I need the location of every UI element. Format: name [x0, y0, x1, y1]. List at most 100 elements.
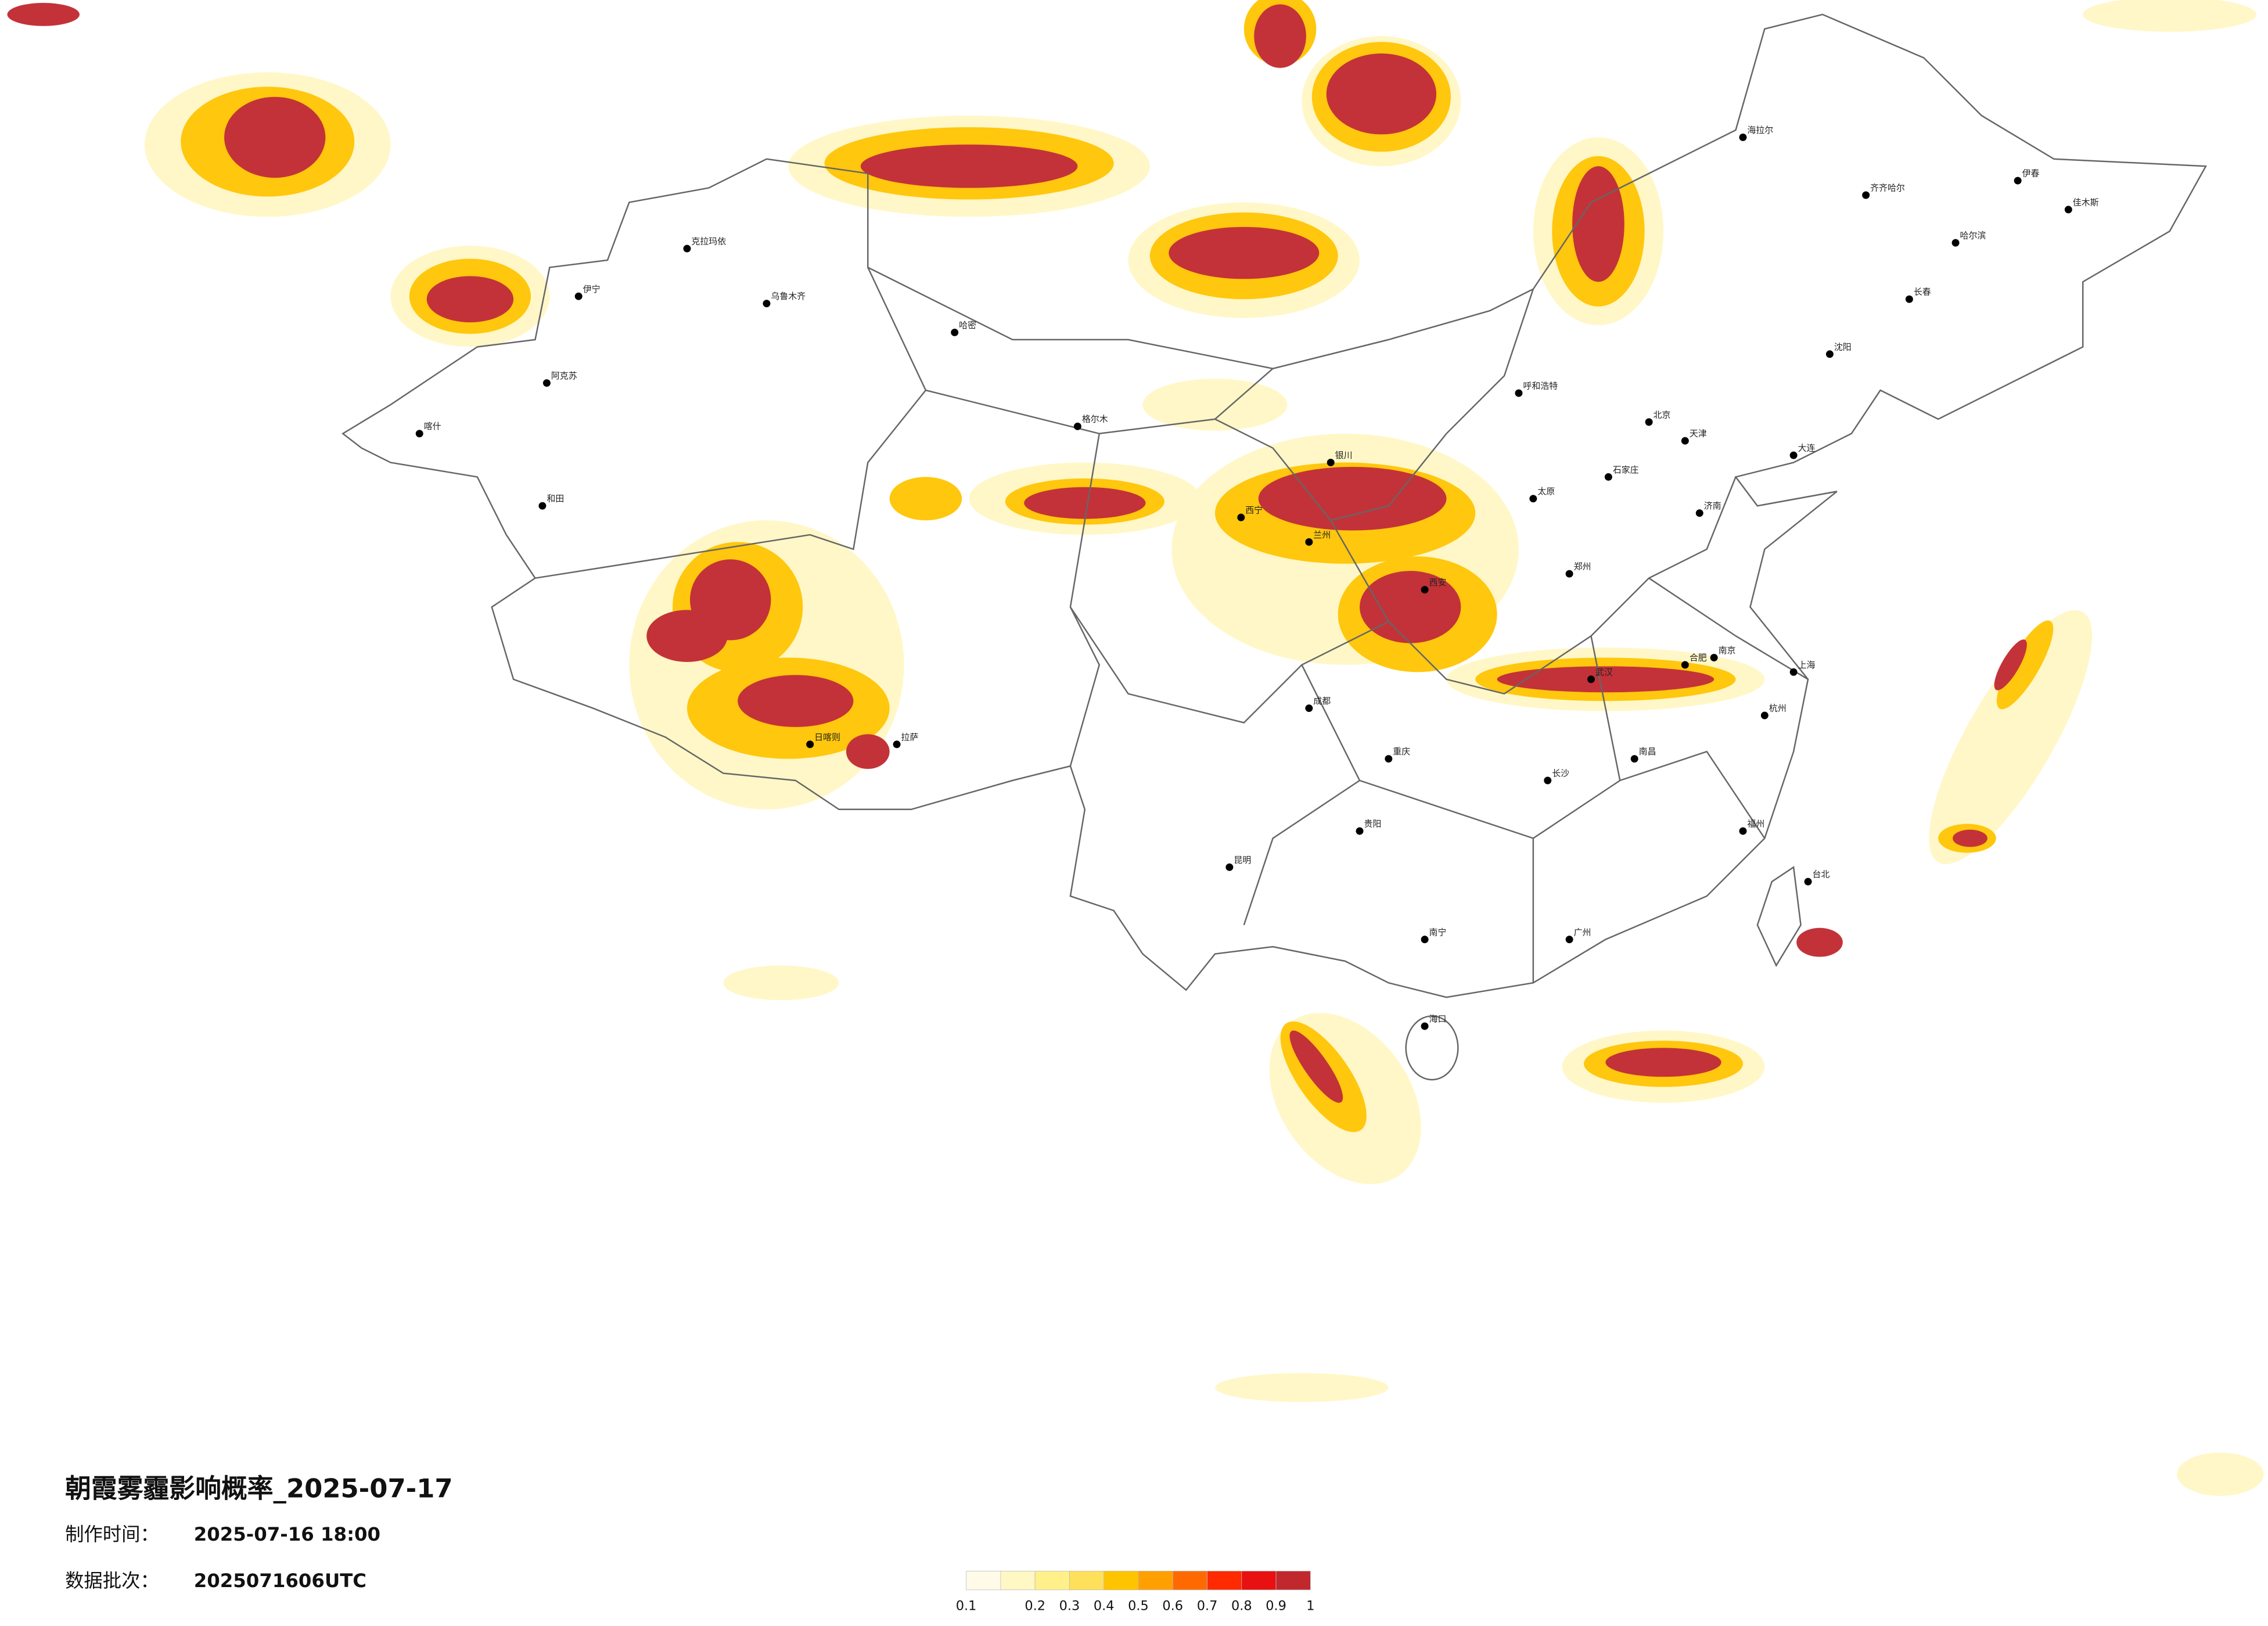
- city-dot: [683, 244, 691, 253]
- legend-swatch: [966, 1571, 1001, 1591]
- city-dot: [1862, 191, 1870, 199]
- city-dot: [1789, 668, 1798, 676]
- city-label: 伊宁: [583, 284, 601, 294]
- city-dot: [893, 740, 901, 749]
- legend-swatch: [1104, 1571, 1139, 1591]
- city-dot: [1789, 451, 1798, 459]
- legend-tick-label: 0.3: [1059, 1599, 1080, 1614]
- legend-tick-label: 0.9: [1266, 1599, 1286, 1614]
- legend-swatch: [1138, 1571, 1173, 1591]
- city-dot: [1587, 675, 1595, 684]
- legend-swatch: [1000, 1571, 1036, 1591]
- city-dot: [1739, 133, 1747, 141]
- batch-label: 数据批次：: [65, 1570, 159, 1592]
- city-label: 石家庄: [1613, 465, 1639, 475]
- city-label: 天津: [1690, 429, 1707, 439]
- city-label: 银川: [1335, 450, 1353, 461]
- made-label: 制作时间：: [65, 1523, 159, 1545]
- city-dot: [1565, 570, 1573, 578]
- city-dot: [574, 292, 583, 300]
- city-label: 重庆: [1393, 746, 1410, 757]
- legend-tick-label: 0.8: [1231, 1599, 1252, 1614]
- city-dot: [415, 430, 423, 438]
- city-dot: [806, 740, 814, 749]
- legend-tick-label: 0.1: [956, 1599, 977, 1614]
- legend-tick-label: 0.2: [1025, 1599, 1045, 1614]
- city-label: 南昌: [1639, 746, 1656, 757]
- city-label: 贵阳: [1364, 819, 1381, 829]
- city-label: 杭州: [1769, 703, 1787, 714]
- city-label: 西安: [1429, 577, 1447, 588]
- city-label: 长春: [1914, 287, 1931, 297]
- city-label: 佳木斯: [2073, 197, 2099, 207]
- city-dot: [1356, 827, 1364, 835]
- city-dot: [1825, 350, 1834, 358]
- legend-swatch: [1172, 1571, 1207, 1591]
- haze-field: [7, 0, 2264, 1496]
- title: 朝霞雾霾影响概率_2025-07-17: [65, 1473, 453, 1504]
- city-label: 南京: [1719, 645, 1736, 656]
- city-label: 拉萨: [901, 732, 919, 742]
- batch-value: 2025071606UTC: [194, 1570, 366, 1592]
- city-label: 哈尔滨: [1960, 231, 1986, 241]
- city-dot: [1421, 936, 1429, 944]
- city-label: 海拉尔: [1747, 125, 1773, 135]
- city-dot: [1951, 239, 1960, 247]
- city-dot: [542, 379, 551, 387]
- city-label: 沈阳: [1834, 341, 1852, 352]
- made-value: 2025-07-16 18:00: [194, 1523, 380, 1545]
- legend: 0.1 0.2 0.3 0.4 0.5 0.6 0.7 0.8 0.9 1: [956, 1571, 1314, 1614]
- china-outline: [342, 13, 2207, 1081]
- city-dot: [1073, 422, 1081, 430]
- city-dot: [1225, 863, 1234, 871]
- legend-swatch: [1069, 1571, 1105, 1591]
- city-label: 台北: [1813, 869, 1830, 880]
- city-dot: [1515, 389, 1523, 397]
- city-dot: [1544, 776, 1552, 785]
- city-dot: [1305, 538, 1313, 546]
- city-label: 西宁: [1245, 505, 1263, 516]
- city-label: 阿克苏: [551, 370, 577, 381]
- legend-swatch: [1241, 1571, 1277, 1591]
- city-dot: [1385, 755, 1393, 763]
- city-label: 郑州: [1574, 562, 1591, 572]
- city-label: 格尔木: [1082, 414, 1108, 425]
- city-label: 太原: [1537, 486, 1555, 497]
- city-label: 合肥: [1690, 652, 1707, 663]
- legend-tick-label: 0.4: [1094, 1599, 1115, 1614]
- city-dot: [1739, 827, 1747, 835]
- city-dot: [1804, 877, 1812, 886]
- city-label: 昆明: [1234, 855, 1251, 865]
- city-label: 海口: [1429, 1014, 1447, 1024]
- city-dot: [1421, 585, 1429, 593]
- city-label: 和田: [547, 494, 564, 504]
- city-dot: [1630, 755, 1638, 763]
- city-dot: [1681, 661, 1689, 669]
- city-dot: [951, 328, 959, 336]
- city-label: 福州: [1747, 819, 1764, 829]
- legend-tick-label: 0.5: [1128, 1599, 1149, 1614]
- city-dot: [1710, 653, 1718, 661]
- city-label: 大连: [1798, 443, 1816, 454]
- city-label: 伊春: [2022, 168, 2040, 179]
- city-label: 哈密: [959, 320, 976, 330]
- legend-swatch: [1275, 1571, 1311, 1591]
- city-dot: [1327, 458, 1335, 466]
- legend-tick-label: 0.6: [1162, 1599, 1183, 1614]
- city-label: 北京: [1654, 409, 1671, 420]
- city-dot: [1604, 473, 1612, 481]
- city-label: 呼和浩特: [1523, 381, 1558, 391]
- city-label: 喀什: [424, 421, 441, 431]
- legend-tick-label: 0.7: [1197, 1599, 1218, 1614]
- city-dot: [1305, 704, 1313, 713]
- city-dot: [1645, 418, 1653, 426]
- city-dot: [2014, 177, 2022, 185]
- city-label: 兰州: [1313, 530, 1331, 540]
- city-label: 日喀则: [814, 732, 840, 742]
- city-label: 成都: [1313, 696, 1331, 706]
- city-label: 长沙: [1552, 768, 1569, 779]
- legend-swatch: [1207, 1571, 1242, 1591]
- legend-swatch: [1034, 1571, 1070, 1591]
